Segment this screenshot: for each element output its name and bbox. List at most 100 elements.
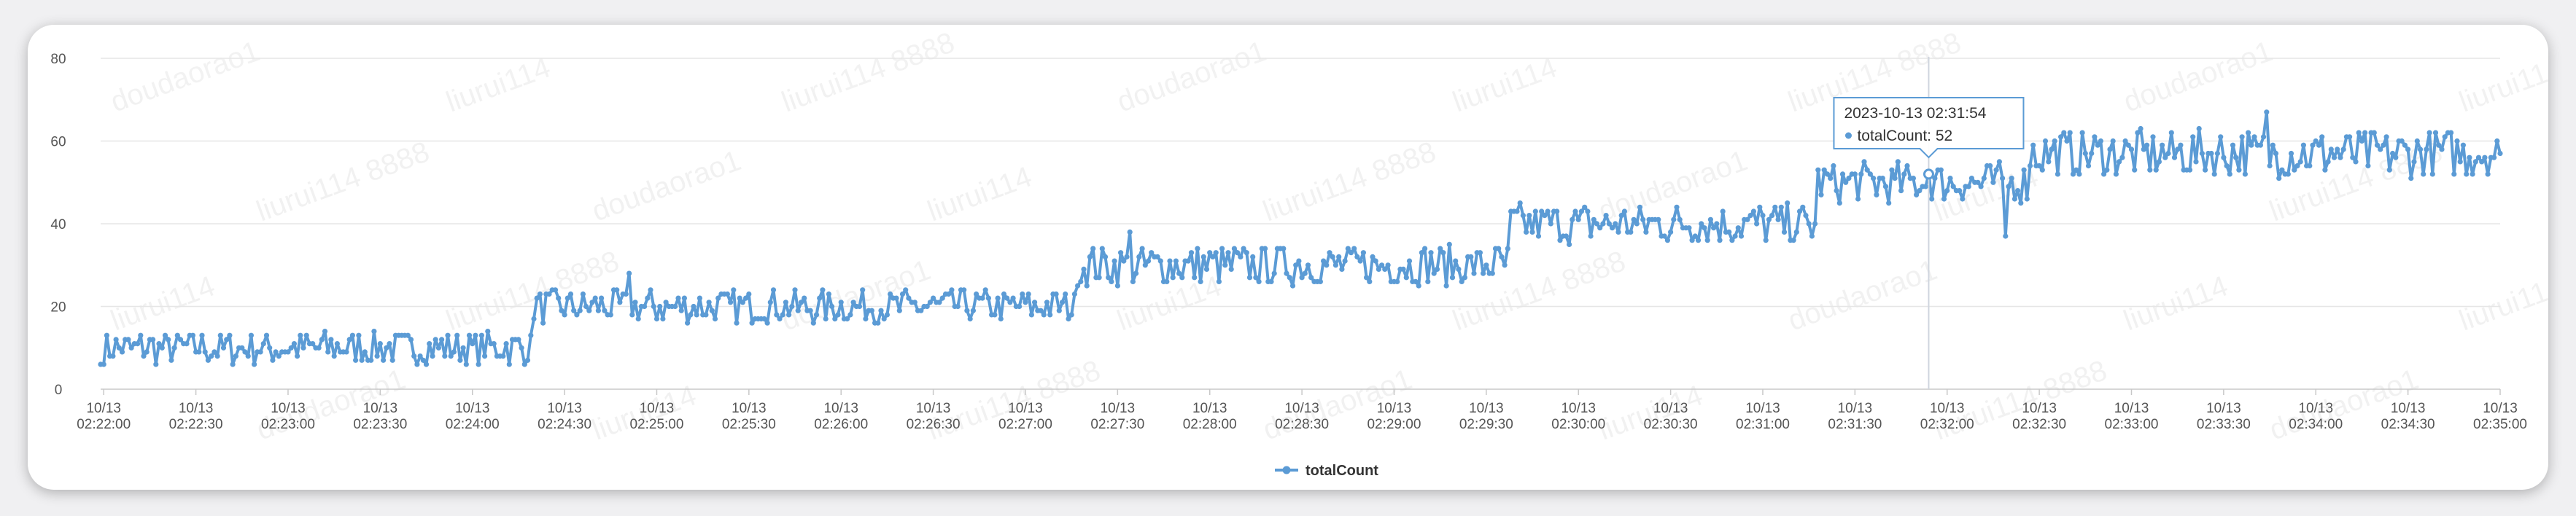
data-point[interactable]	[2150, 134, 2156, 140]
data-point[interactable]	[1446, 241, 1452, 247]
data-point[interactable]	[174, 332, 180, 338]
data-point[interactable]	[454, 332, 460, 338]
data-point[interactable]	[1793, 229, 1799, 235]
data-point[interactable]	[1914, 192, 1920, 198]
hovered-point[interactable]	[1923, 168, 1934, 180]
data-point[interactable]	[1892, 176, 1898, 181]
data-point[interactable]	[743, 295, 749, 301]
data-point[interactable]	[955, 303, 961, 310]
data-point[interactable]	[845, 316, 850, 322]
data-point[interactable]	[1106, 275, 1112, 281]
data-point[interactable]	[1834, 188, 1839, 194]
data-point[interactable]	[850, 300, 856, 305]
data-point[interactable]	[1253, 275, 1259, 281]
data-point[interactable]	[675, 295, 681, 301]
data-point[interactable]	[1763, 238, 1769, 243]
data-point[interactable]	[166, 337, 171, 343]
data-point[interactable]	[1109, 278, 1114, 284]
data-point[interactable]	[1268, 278, 1274, 284]
data-point[interactable]	[1001, 291, 1007, 297]
data-point[interactable]	[1342, 258, 1348, 264]
data-point[interactable]	[2335, 146, 2340, 152]
data-point[interactable]	[1535, 233, 1542, 239]
data-point[interactable]	[1081, 266, 1087, 272]
data-point[interactable]	[2249, 142, 2254, 148]
data-point[interactable]	[2089, 150, 2095, 157]
data-point[interactable]	[807, 308, 813, 313]
data-point[interactable]	[2288, 150, 2294, 157]
data-point[interactable]	[1717, 238, 1723, 243]
data-point[interactable]	[1170, 275, 1176, 281]
data-point[interactable]	[273, 349, 279, 355]
data-point[interactable]	[1379, 262, 1385, 268]
data-point[interactable]	[1198, 278, 1203, 284]
data-point[interactable]	[2058, 134, 2064, 140]
data-point[interactable]	[2144, 142, 2150, 148]
data-point[interactable]	[519, 345, 524, 351]
data-point[interactable]	[1732, 233, 1738, 239]
data-point[interactable]	[270, 357, 276, 363]
data-point[interactable]	[1621, 208, 1627, 214]
data-point[interactable]	[1155, 254, 1160, 259]
data-point[interactable]	[1520, 213, 1526, 219]
data-point[interactable]	[1112, 258, 1117, 264]
data-point[interactable]	[1674, 204, 1680, 210]
data-point[interactable]	[2236, 167, 2242, 173]
data-point[interactable]	[288, 345, 294, 351]
data-point[interactable]	[205, 357, 211, 363]
data-point[interactable]	[478, 332, 485, 338]
data-point[interactable]	[2113, 171, 2119, 177]
data-point[interactable]	[2165, 150, 2171, 157]
data-point[interactable]	[1843, 179, 1849, 185]
data-point[interactable]	[1769, 213, 1775, 219]
data-point[interactable]	[767, 300, 773, 305]
data-point[interactable]	[2307, 163, 2313, 169]
data-point[interactable]	[1757, 204, 1763, 210]
data-point[interactable]	[1185, 258, 1191, 264]
data-point[interactable]	[2027, 163, 2033, 169]
data-point[interactable]	[912, 300, 917, 305]
data-point[interactable]	[389, 357, 395, 363]
data-point[interactable]	[1886, 200, 1892, 206]
data-point[interactable]	[2482, 155, 2488, 160]
data-point[interactable]	[2046, 159, 2052, 165]
data-point[interactable]	[1004, 295, 1010, 301]
data-point[interactable]	[310, 341, 316, 347]
data-point[interactable]	[1631, 216, 1637, 222]
data-point[interactable]	[1917, 188, 1923, 194]
data-point[interactable]	[2160, 142, 2165, 148]
data-point[interactable]	[546, 291, 552, 297]
data-point[interactable]	[1195, 246, 1200, 251]
data-point[interactable]	[918, 308, 924, 313]
data-point[interactable]	[110, 353, 116, 359]
data-point[interactable]	[1136, 254, 1142, 259]
data-point[interactable]	[995, 295, 1001, 301]
data-point[interactable]	[1772, 204, 1778, 210]
data-point[interactable]	[1142, 262, 1148, 268]
data-point[interactable]	[2117, 159, 2122, 165]
data-point[interactable]	[1127, 229, 1133, 235]
data-point[interactable]	[1222, 262, 1228, 268]
data-point[interactable]	[2187, 167, 2193, 173]
data-point[interactable]	[1376, 266, 1381, 272]
data-point[interactable]	[482, 353, 488, 359]
data-point[interactable]	[516, 337, 521, 343]
data-point[interactable]	[1800, 204, 1806, 210]
data-point[interactable]	[101, 361, 106, 367]
data-point[interactable]	[964, 308, 970, 313]
data-point[interactable]	[1532, 208, 1538, 214]
data-point[interactable]	[1468, 254, 1474, 259]
data-point[interactable]	[1775, 216, 1781, 222]
data-point[interactable]	[678, 308, 684, 313]
data-point[interactable]	[263, 332, 270, 338]
data-point[interactable]	[802, 295, 807, 301]
data-point[interactable]	[239, 345, 245, 351]
data-point[interactable]	[967, 316, 973, 322]
data-point[interactable]	[531, 316, 537, 322]
data-point[interactable]	[792, 287, 798, 293]
data-point[interactable]	[2475, 155, 2482, 160]
data-point[interactable]	[2107, 146, 2113, 152]
data-point[interactable]	[2227, 171, 2232, 177]
data-point[interactable]	[1305, 262, 1311, 268]
data-point[interactable]	[1613, 221, 1618, 227]
